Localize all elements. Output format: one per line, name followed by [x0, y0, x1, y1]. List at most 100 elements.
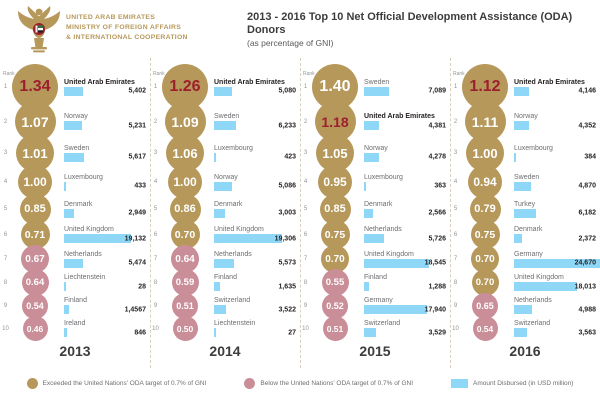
legend-item-amount: Amount Disbursed (in USD million) [451, 379, 573, 388]
country-name: Finland [64, 297, 87, 304]
country-name: United Kingdom [214, 226, 264, 233]
bar-line: 6,182 [514, 208, 596, 218]
amount-bar-icon [451, 379, 469, 388]
rank-number: 4 [3, 179, 8, 185]
country-name: Finland [214, 274, 237, 281]
bar-line: 18,545 [364, 258, 446, 268]
country-name: United Kingdom [364, 250, 414, 258]
rank-number: 10 [302, 325, 309, 332]
donor-details: Denmark 2,372 [509, 226, 600, 243]
amount-value: 4,870 [578, 182, 596, 190]
donor-row: 10 0.50 Liechtenstein 27 [150, 316, 300, 341]
donor-details: United Arab Emirates 4,146 [509, 79, 600, 96]
amount-bar [514, 152, 516, 162]
circle-zone: 0.70 [311, 245, 359, 273]
donor-details: United Kingdom 18,545 [359, 251, 450, 268]
amount-bar [514, 86, 529, 96]
amount-value: 4,146 [578, 87, 596, 95]
bar-line: 5,231 [64, 121, 146, 130]
oda-percentage-circle: 1.12 [462, 64, 508, 110]
donor-row: 9 0.51 Switzerland 3,522 [150, 292, 300, 319]
bar-line: 5,474 [64, 258, 146, 268]
amount-value: 5,231 [128, 122, 146, 129]
legend-item-below: Below the United Nations' ODA target of … [244, 378, 413, 389]
bar-line: 4,352 [514, 121, 596, 130]
amount-bar [214, 208, 225, 218]
rank-number: 9 [303, 302, 308, 309]
amount-value: 2,566 [428, 209, 446, 217]
country-name: Switzerland [214, 297, 251, 304]
rank-number: 2 [303, 118, 308, 125]
amount-value: 7,089 [428, 87, 446, 95]
org-line-3: & INTERNATIONAL COOPERATION [66, 33, 188, 41]
donor-details: Denmark 2,949 [59, 201, 150, 218]
amount-value: 4,352 [578, 122, 596, 129]
circle-zone: 0.71 [11, 220, 59, 249]
amount-bar [514, 258, 600, 268]
amount-bar [214, 86, 232, 96]
donor-row: 7 0.70 Germany 24,670 [450, 245, 600, 273]
circle-zone: 1.00 [161, 165, 209, 199]
amount-bar [214, 328, 216, 337]
country-name: Norway [214, 173, 238, 181]
rank-number: 7 [153, 256, 158, 262]
amount-bar [364, 86, 389, 96]
circle-zone: 0.65 [461, 292, 509, 319]
bar-line: 4,870 [514, 181, 596, 191]
rank-number: 7 [303, 256, 308, 262]
oda-percentage-circle: 0.70 [321, 245, 349, 273]
amount-value: 18,013 [574, 283, 596, 290]
amount-bar [364, 258, 429, 268]
circle-zone: 0.54 [11, 292, 59, 319]
circle-zone: 0.85 [11, 193, 59, 225]
bar-line: 3,003 [214, 208, 296, 218]
rank-number: 5 [303, 206, 308, 212]
circle-zone: 0.67 [11, 245, 59, 273]
amount-value: 17,940 [424, 306, 446, 313]
circle-zone: 0.85 [311, 193, 359, 225]
amount-bar [364, 282, 369, 291]
rank-number: 4 [453, 179, 458, 185]
circle-zone: 0.70 [461, 269, 509, 296]
amount-value: 4,278 [428, 153, 446, 161]
country-name: Netherlands [514, 297, 552, 304]
donor-details: Denmark 2,566 [359, 201, 450, 218]
amount-bar [364, 234, 384, 243]
page-subtitle: (as percentage of GNI) [247, 38, 334, 49]
title-block: 2013 - 2016 Top 10 Net Official Developm… [247, 11, 587, 48]
donor-details: United Kingdom 19,306 [209, 226, 300, 243]
circle-zone: 0.51 [161, 292, 209, 319]
bar-line: 6,233 [214, 121, 296, 130]
donor-details: Liechtenstein 27 [209, 320, 300, 337]
donor-row: 9 0.54 Finland 1,4567 [0, 292, 150, 319]
bar-line: 2,372 [514, 234, 596, 243]
country-name: Luxembourg [214, 144, 253, 152]
year-label-2014: 2014 [209, 343, 241, 359]
rank-number: 5 [453, 206, 458, 212]
circle-zone: 0.55 [311, 269, 359, 296]
amount-bar [514, 121, 529, 130]
bar-line: 3,563 [514, 328, 596, 337]
country-name: Sweden [64, 144, 90, 152]
rank-number: 3 [153, 150, 158, 156]
country-name: Finland [364, 274, 387, 281]
amount-value: 2,372 [578, 235, 596, 242]
country-name: Ireland [64, 320, 86, 327]
donor-row: 4 1.00 Norway 5,086 [150, 165, 300, 199]
bar-line: 2,949 [64, 208, 146, 218]
donor-row: 10 0.51 Switzerland 3,529 [300, 316, 450, 341]
oda-percentage-circle: 0.94 [468, 165, 502, 199]
circle-zone: 0.86 [161, 193, 209, 225]
amount-bar [364, 328, 376, 337]
country-name: Denmark [214, 200, 243, 208]
donor-row: 6 0.71 United Kingdom 19,132 [0, 220, 150, 249]
donor-details: Denmark 3,003 [209, 201, 300, 218]
donor-row: 4 1.00 Luxembourg 433 [0, 165, 150, 199]
country-name: Netherlands [64, 250, 102, 258]
donor-details: Switzerland 3,563 [509, 320, 600, 337]
donor-row: 3 1.05 Norway 4,278 [300, 134, 450, 172]
legend-label: Exceeded the United Nations' ODA target … [42, 380, 207, 387]
country-name: Luxembourg [514, 144, 553, 152]
donor-row: 4 0.94 Sweden 4,870 [450, 165, 600, 199]
rank-number: 1 [303, 84, 308, 90]
